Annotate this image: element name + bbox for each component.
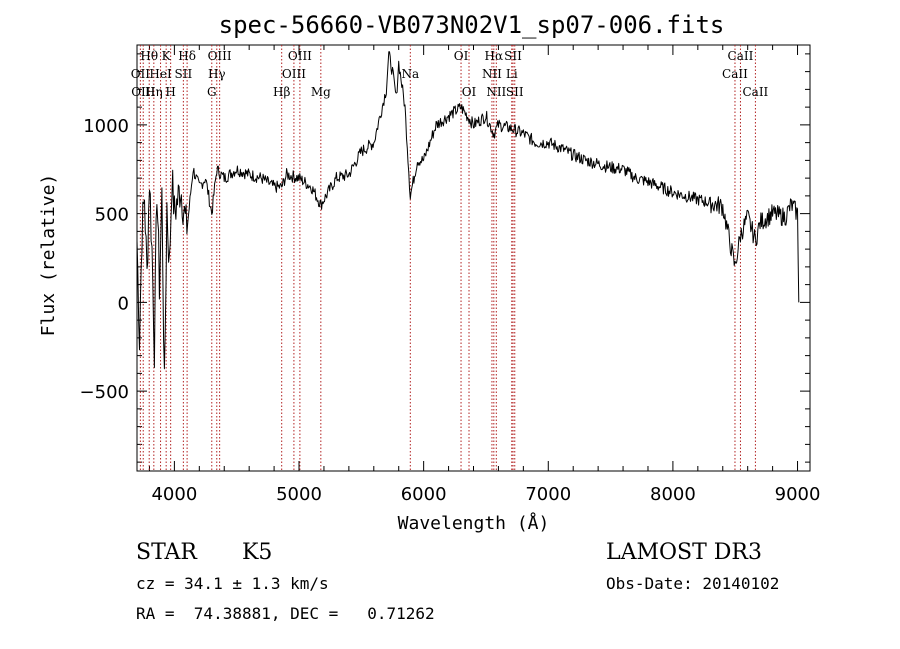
x-axis-label: Wavelength (Å): [398, 512, 550, 534]
x-tick-label: 4000: [151, 484, 197, 505]
spectral-line-label: OIII: [288, 49, 312, 63]
spectral-line-label: Hθ: [140, 49, 158, 63]
chart-text: 4000 5000 6000 7000 8000 9000 −500 0 500 1000 OII O…: [38, 11, 820, 534]
object-subclass: K5: [242, 540, 273, 565]
spectral-line-label: OIII: [131, 85, 155, 99]
spectral-line-label: Hδ: [178, 49, 196, 63]
spectral-line-label: Li: [506, 67, 518, 81]
y-tick-label: 1000: [83, 116, 129, 137]
object-class: STAR: [136, 540, 197, 565]
x-tick-label: 6000: [401, 484, 447, 505]
x-tick-label: 8000: [650, 484, 696, 505]
y-axis-label: Flux (relative): [38, 174, 59, 337]
spectral-line-label: SII: [175, 67, 193, 81]
y-tick-label: 500: [95, 205, 129, 226]
spectral-line-label: OI: [462, 85, 477, 99]
flux-line: [136, 51, 800, 370]
observation-date: Obs-Date: 20140102: [606, 574, 780, 593]
spectral-line-label: Hη: [145, 85, 163, 99]
spectral-line-label: Mg: [311, 85, 331, 99]
spectral-line-label: OII: [131, 67, 151, 81]
spectral-line-label: HeI: [149, 67, 172, 81]
spectral-line-label: K: [162, 49, 172, 63]
x-tick-label: 7000: [525, 484, 571, 505]
spectral-line-label: Na: [401, 67, 419, 81]
spectral-line-label: H: [165, 85, 175, 99]
spectral-line-label: Hγ: [208, 67, 226, 81]
y-tick-label: −500: [80, 382, 129, 403]
spectral-line-label: SII: [504, 49, 522, 63]
flux-series: [136, 51, 800, 370]
sky-coordinates: RA = 74.38881, DEC = 0.71262: [136, 604, 435, 623]
y-tick-label: 0: [118, 293, 129, 314]
spectral-line-label: G: [207, 85, 217, 99]
redshift-readout: cz = 34.1 ± 1.3 km/s: [136, 574, 329, 593]
plot-frame: [136, 44, 811, 472]
spectral-line-label: CaII: [722, 67, 748, 81]
spectral-line-label: CaII: [728, 49, 754, 63]
survey-name: LAMOST DR3: [606, 540, 762, 565]
spectral-line-label: NII: [486, 85, 506, 99]
x-tick-label: 9000: [775, 484, 821, 505]
spectral-line-markers: [139, 45, 756, 471]
spectral-line-label: OI: [454, 49, 469, 63]
spectral-line-label: OIII: [208, 49, 232, 63]
x-tick-label: 5000: [276, 484, 322, 505]
chart-title: spec-56660-VB073N02V1_sp07-006.fits: [219, 11, 725, 39]
spectral-line-label: CaII: [742, 85, 768, 99]
plot-axes: [136, 44, 811, 472]
spectral-line-label: Hα: [485, 49, 504, 63]
spectral-line-label: Hβ: [273, 85, 290, 99]
spectral-line-label: OIII: [282, 67, 306, 81]
spectral-line-label: SII: [506, 85, 524, 99]
spectral-line-label: NII: [482, 67, 502, 81]
